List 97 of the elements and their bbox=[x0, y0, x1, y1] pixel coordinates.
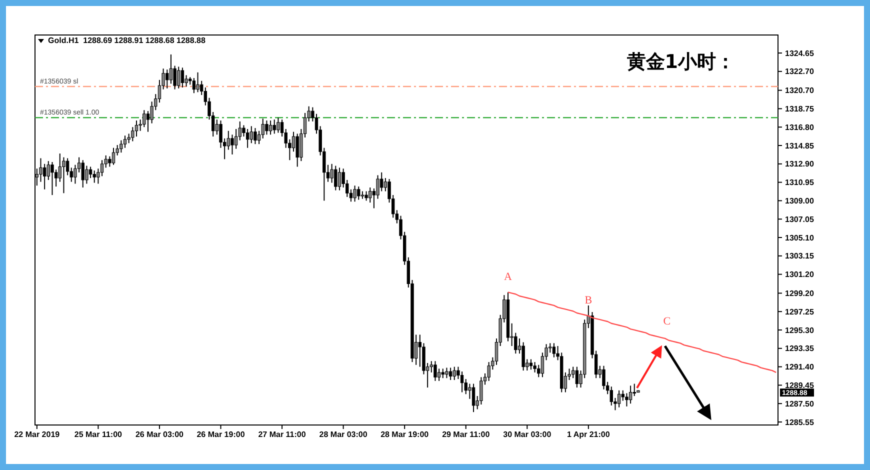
candlestick bbox=[330, 163, 334, 184]
candlestick bbox=[142, 110, 146, 128]
x-tick-label: 30 Mar 03:00 bbox=[503, 430, 552, 439]
y-tick-label: 1310.95 bbox=[785, 178, 814, 188]
candlestick bbox=[169, 54, 173, 84]
candlestick bbox=[42, 163, 46, 190]
x-tick-label: 25 Mar 11:00 bbox=[74, 430, 123, 439]
x-tick-label: 29 Mar 11:00 bbox=[442, 430, 490, 439]
candlestick bbox=[357, 186, 360, 200]
y-tick-label: 1318.75 bbox=[785, 104, 814, 114]
candlestick bbox=[625, 392, 628, 407]
candlestick bbox=[92, 170, 96, 184]
y-tick-label: 1309.00 bbox=[785, 196, 814, 206]
candlestick bbox=[112, 147, 116, 166]
candlestick bbox=[254, 128, 257, 145]
candlestick bbox=[472, 383, 476, 413]
candlestick bbox=[100, 160, 104, 177]
x-tick-label: 28 Mar 19:00 bbox=[380, 430, 430, 439]
y-tick-label: 1295.30 bbox=[785, 326, 814, 335]
annotation: B bbox=[584, 294, 592, 307]
candlestick bbox=[166, 69, 169, 89]
y-tick-label: 1285.55 bbox=[785, 418, 814, 427]
candlestick bbox=[602, 365, 606, 390]
candlestick bbox=[575, 366, 579, 388]
candlestick bbox=[364, 190, 368, 202]
candlestick bbox=[250, 126, 253, 144]
candlestick bbox=[230, 134, 234, 155]
candlestick bbox=[632, 383, 636, 397]
y-tick-label: 1303.15 bbox=[785, 252, 814, 261]
y-tick-label: 1307.05 bbox=[785, 214, 814, 224]
candlestick bbox=[81, 160, 84, 188]
line-series bbox=[507, 292, 777, 374]
y-tick-label: 1297.25 bbox=[785, 307, 814, 316]
x-tick-label: 26 Mar 19:00 bbox=[196, 430, 246, 439]
candlestick bbox=[276, 117, 280, 134]
candlestick bbox=[529, 358, 533, 370]
candlestick bbox=[437, 368, 441, 382]
y-tick-label: 1301.20 bbox=[785, 270, 814, 280]
candlestick bbox=[480, 376, 483, 406]
x-tick-label: 28 Mar 03:00 bbox=[319, 430, 368, 439]
x-tick-label: 1 Apr 21:00 bbox=[567, 430, 610, 439]
candlestick bbox=[88, 166, 92, 179]
candlestick bbox=[196, 72, 200, 93]
candlestick bbox=[180, 67, 184, 88]
candlestick bbox=[487, 362, 490, 382]
candlestick bbox=[246, 128, 250, 148]
candlestick bbox=[39, 158, 42, 182]
y-tick-label: 1293.35 bbox=[785, 344, 814, 354]
candlestick bbox=[268, 120, 272, 136]
candlestick bbox=[66, 158, 70, 176]
candlestick bbox=[296, 133, 299, 168]
candlestick bbox=[334, 165, 338, 191]
candlestick bbox=[448, 367, 452, 380]
candlestick bbox=[617, 390, 621, 408]
candlestick bbox=[272, 119, 276, 134]
candlestick bbox=[123, 135, 127, 148]
candlestick bbox=[445, 367, 448, 379]
chart-subtitle: Gold.H1 1288.69 1288.91 1288.68 1288.88 bbox=[48, 36, 206, 45]
candlestick bbox=[452, 366, 456, 380]
y-tick-label: 1312.90 bbox=[785, 160, 814, 169]
annotation: A bbox=[504, 270, 512, 283]
candlestick bbox=[265, 120, 268, 136]
candlestick bbox=[522, 342, 525, 372]
candlestick bbox=[460, 370, 464, 393]
candlestick bbox=[50, 162, 54, 196]
candlestick bbox=[628, 385, 632, 404]
candlestick bbox=[62, 156, 66, 194]
candlestick bbox=[177, 66, 180, 89]
y-tick-label: 1299.20 bbox=[785, 288, 814, 298]
candlestick bbox=[441, 368, 444, 379]
annotation: C bbox=[663, 315, 671, 328]
y-tick-label: 1305.10 bbox=[785, 233, 814, 242]
candlestick bbox=[192, 78, 196, 94]
x-tick-label: 26 Mar 03:00 bbox=[135, 430, 184, 439]
y-tick-label: 1316.80 bbox=[785, 122, 814, 132]
text: 黄金1小时： bbox=[626, 51, 735, 73]
y-tick-label: 1289.45 bbox=[785, 380, 814, 390]
candlestick bbox=[380, 172, 384, 192]
y-tick-label: 1287.50 bbox=[785, 399, 814, 408]
y-tick-label: 1320.70 bbox=[785, 86, 814, 96]
x-tick-label: 22 Mar 2019 bbox=[14, 430, 60, 439]
x-tick-label: 27 Mar 11:00 bbox=[258, 430, 306, 439]
candlestick bbox=[353, 185, 356, 202]
candlestick bbox=[134, 120, 138, 138]
y-tick-label: 1314.85 bbox=[785, 141, 814, 150]
candlestick bbox=[234, 128, 238, 150]
candlestick bbox=[85, 165, 88, 184]
y-tick-label: 1324.65 bbox=[785, 48, 814, 58]
candlestick bbox=[338, 167, 342, 191]
candlestick bbox=[108, 156, 112, 168]
candlestick bbox=[533, 362, 536, 373]
candlestick bbox=[552, 342, 556, 358]
y-tick-label: 1291.40 bbox=[785, 362, 814, 372]
candlestick bbox=[610, 386, 613, 406]
y-tick-label: 1322.70 bbox=[785, 67, 814, 76]
candlestick bbox=[120, 140, 123, 154]
candlestick bbox=[434, 360, 437, 382]
